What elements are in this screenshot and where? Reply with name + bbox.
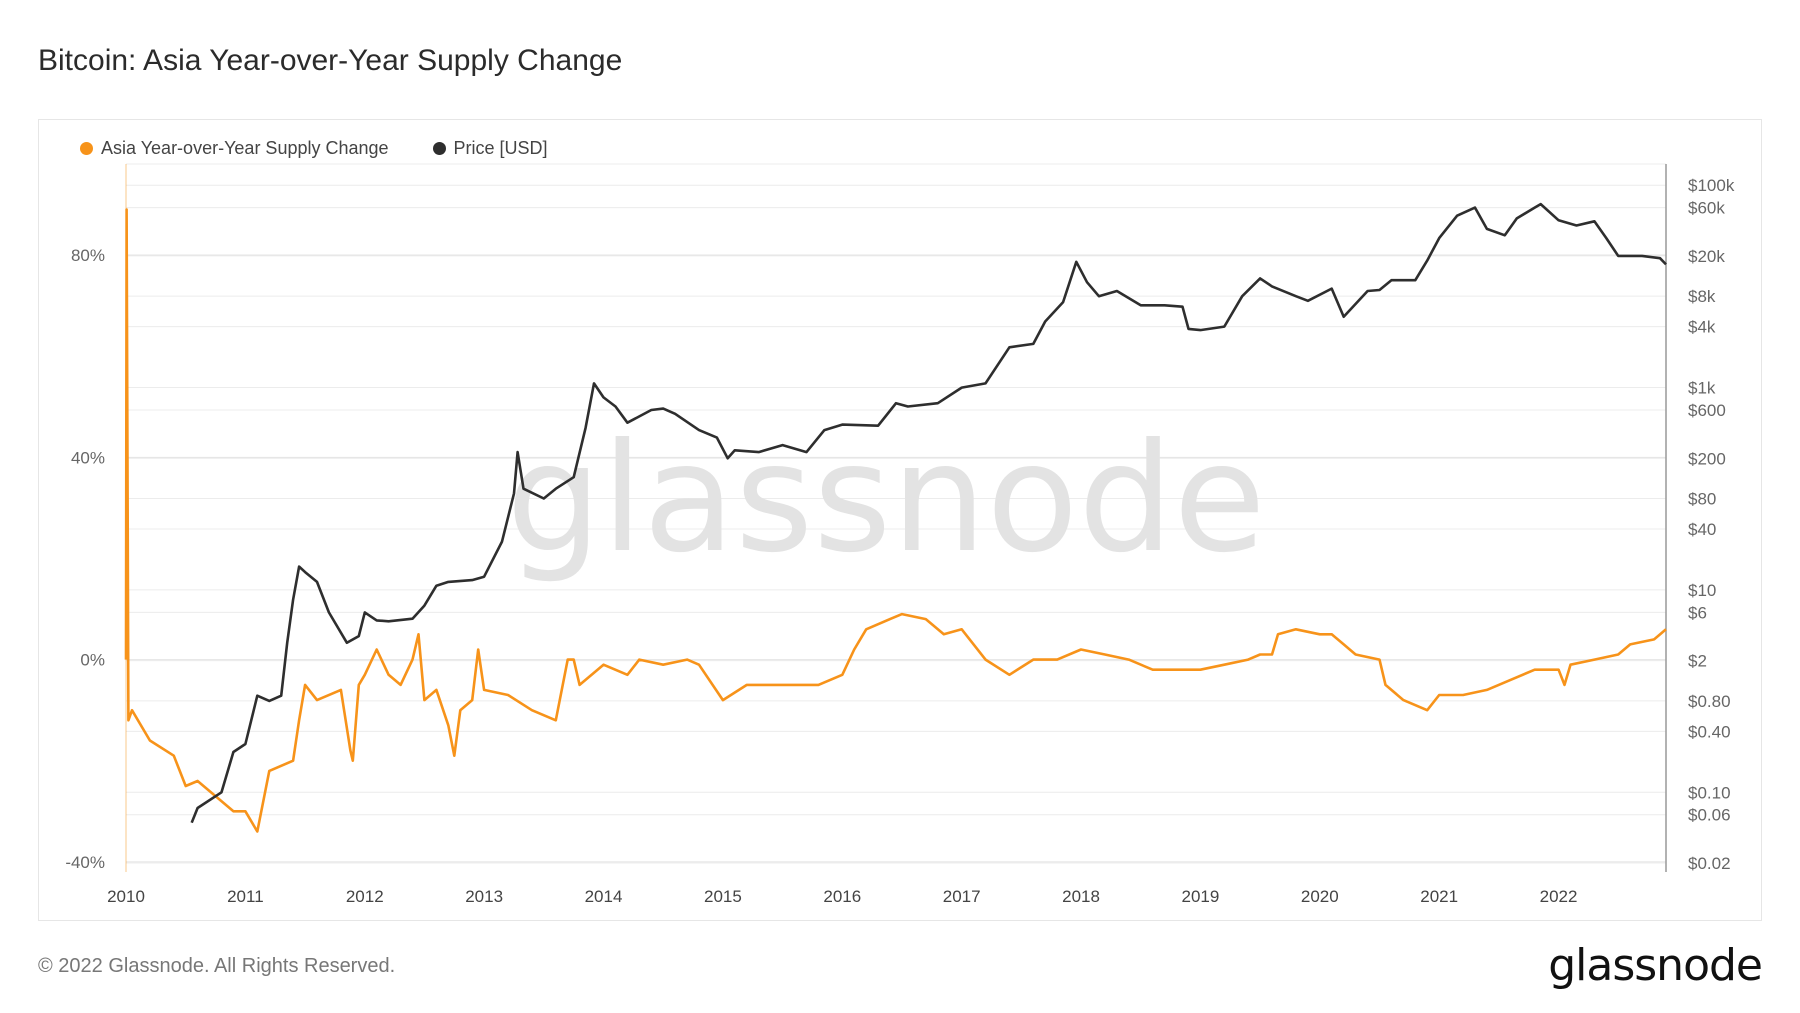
legend-item-supply-change[interactable]: Asia Year-over-Year Supply Change	[80, 138, 389, 159]
x-axis-tick-label: 2015	[704, 887, 742, 906]
legend-label: Asia Year-over-Year Supply Change	[101, 138, 389, 158]
black-dot-icon	[432, 142, 446, 155]
right-axis-tick-label: $6	[1688, 603, 1707, 622]
right-axis-tick-label: $2	[1688, 652, 1707, 671]
right-axis-tick-label: $600	[1688, 401, 1726, 420]
right-axis-tick-label: $0.10	[1688, 783, 1731, 802]
left-axis-tick-label: 80%	[71, 246, 105, 265]
orange-dot-icon	[80, 142, 93, 155]
right-axis-tick-label: $20k	[1688, 247, 1725, 266]
x-axis-tick-label: 2018	[1062, 887, 1100, 906]
right-axis-tick-label: $80	[1688, 490, 1716, 509]
x-axis-tick-label: 2017	[943, 887, 981, 906]
x-axis-tick-label: 2019	[1182, 887, 1220, 906]
x-axis-tick-label: 2020	[1301, 887, 1339, 906]
x-axis-tick-label: 2022	[1540, 887, 1578, 906]
chart-container	[38, 119, 1762, 921]
left-axis-tick-label: 40%	[71, 448, 105, 467]
right-axis-tick-label: $4k	[1688, 318, 1716, 337]
copyright-footer: © 2022 Glassnode. All Rights Reserved.	[38, 955, 396, 977]
right-axis-tick-label: $0.40	[1688, 722, 1731, 741]
right-axis-tick-label: $0.80	[1688, 692, 1731, 711]
x-axis-tick-label: 2016	[823, 887, 861, 906]
price-line	[190, 202, 1667, 824]
right-axis-tick-label: $0.02	[1688, 854, 1731, 873]
x-axis-tick-label: 2011	[227, 887, 264, 906]
right-axis-tick-label: $100k	[1688, 176, 1735, 195]
x-axis-tick-label: 2012	[346, 887, 384, 906]
legend-item-price[interactable]: Price [USD]	[432, 138, 548, 159]
right-axis-tick-label: $8k	[1688, 287, 1716, 306]
left-axis-tick-label: 0%	[80, 651, 105, 670]
chart-title: Bitcoin: Asia Year-over-Year Supply Chan…	[38, 44, 623, 77]
glassnode-logo: glassnode	[1548, 940, 1763, 991]
right-axis-tick-label: $0.06	[1688, 806, 1731, 825]
legend: Asia Year-over-Year Supply Change Price …	[80, 138, 548, 159]
watermark: glassnode	[506, 412, 1265, 586]
x-axis-tick-label: 2013	[465, 887, 503, 906]
left-axis-tick-label: -40%	[65, 853, 105, 872]
supply-change-line	[124, 208, 1667, 833]
legend-label: Price [USD]	[453, 138, 548, 158]
x-axis-tick-label: 2021	[1420, 887, 1458, 906]
right-axis-tick-label: $40	[1688, 520, 1716, 539]
right-axis-tick-label: $60k	[1688, 199, 1725, 218]
x-axis-tick-label: 2014	[585, 887, 623, 906]
right-axis-tick-label: $10	[1688, 581, 1716, 600]
x-axis-tick-label: 2010	[107, 887, 145, 906]
right-axis-tick-label: $200	[1688, 449, 1726, 468]
right-axis-tick-label: $1k	[1688, 379, 1716, 398]
